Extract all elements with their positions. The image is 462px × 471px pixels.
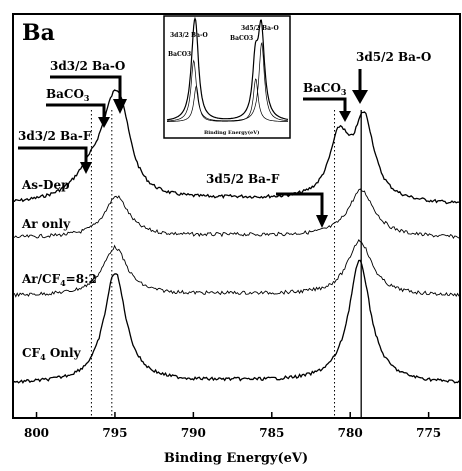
x-tick-label-790: 790 xyxy=(181,426,206,440)
inset: 3d3/2 Ba-O BaCO3 3d5/2 Ba-O BaCO3 Bindin… xyxy=(163,15,291,139)
panel-label: Ba xyxy=(22,20,55,46)
reference-lines xyxy=(90,110,362,418)
inset-label-baco3-left: BaCO3 xyxy=(168,51,191,58)
series-label-cf4-only: CF4 Only xyxy=(22,346,82,362)
plot-frame xyxy=(12,13,461,419)
x-tick-label-800: 800 xyxy=(24,426,49,440)
spectrum-line-cf4-only xyxy=(12,259,460,384)
inset-frame xyxy=(163,15,291,139)
inset-label-baco3-right: BaCO3 xyxy=(230,35,253,42)
inset-label-3d32-bao: 3d3/2 Ba-O xyxy=(170,32,208,39)
series-label-ar-cf4: Ar/CF4=8:2 xyxy=(21,272,97,288)
annotation-baco3-right: BaCO3 xyxy=(303,81,347,97)
arrow-heads xyxy=(80,90,368,228)
annotation-baco3-left: BaCO3 xyxy=(46,87,90,103)
inset-label-3d52-bao: 3d5/2 Ba-O xyxy=(241,25,279,32)
x-axis-ticks: 800 795 790 785 780 775 xyxy=(24,412,441,440)
inset-component-1 xyxy=(167,41,289,122)
inset-component-2 xyxy=(167,78,288,122)
annotation-3d32-bao: 3d3/2 Ba-O xyxy=(50,59,125,73)
spectrum-line-ar-cf4-8-2 xyxy=(12,239,460,298)
annotation-3d52-baf: 3d5/2 Ba-F xyxy=(206,172,280,186)
x-axis-label: Binding Energy(eV) xyxy=(164,451,308,466)
x-tick-label-795: 795 xyxy=(102,426,127,440)
inset-xlabel: Binding Energy(eV) xyxy=(204,129,259,136)
spectrum-line-ar-only xyxy=(12,188,460,239)
x-tick-label-785: 785 xyxy=(259,426,284,440)
x-tick-label-775: 775 xyxy=(416,426,441,440)
inset-spectra xyxy=(166,16,289,122)
series-label-ar-only: Ar only xyxy=(21,217,71,231)
annotation-arrows xyxy=(18,69,362,216)
annotation-3d32-baf: 3d3/2 Ba-F xyxy=(18,129,92,143)
x-tick-label-780: 780 xyxy=(338,426,363,440)
annotation-3d52-bao: 3d5/2 Ba-O xyxy=(356,50,431,64)
series-label-as-dep: As-Dep xyxy=(21,178,69,192)
inset-envelope xyxy=(166,16,289,121)
